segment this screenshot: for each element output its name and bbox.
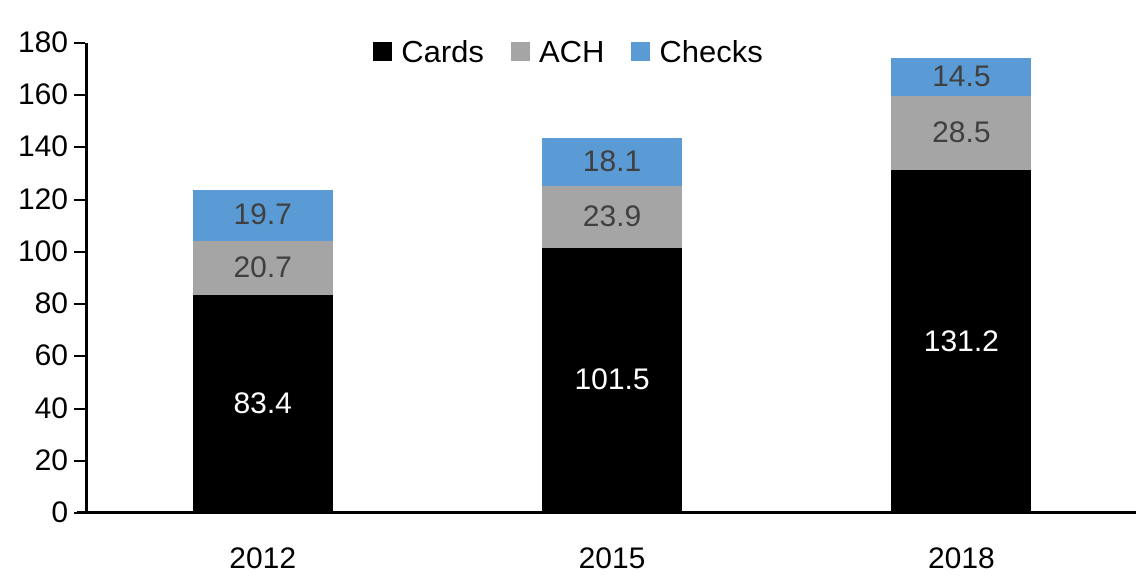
y-tick-label: 40 xyxy=(34,391,68,425)
bar-segment-2015-checks: 18.1 xyxy=(542,138,682,186)
bar-segment-2015-ach: 23.9 xyxy=(542,185,682,248)
bar-segment-2012-cards: 83.4 xyxy=(192,295,333,513)
y-tick-mark xyxy=(74,407,85,410)
y-tick-mark xyxy=(74,250,85,253)
x-axis-label-2012: 2012 xyxy=(229,542,297,575)
legend-item-ach: ACH xyxy=(510,34,605,69)
y-axis-line xyxy=(85,43,88,513)
y-tick-label: 80 xyxy=(34,287,68,321)
y-tick-mark xyxy=(74,42,85,44)
y-tick-mark xyxy=(74,146,85,149)
bar-segment-value: 101.5 xyxy=(574,363,650,397)
y-tick-mark xyxy=(74,198,85,201)
bar-segment-value: 131.2 xyxy=(923,324,999,358)
bar-segment-value: 20.7 xyxy=(233,251,292,285)
y-tick-label: 180 xyxy=(17,26,68,59)
legend-label: Checks xyxy=(659,34,763,69)
y-tick-label: 100 xyxy=(17,234,68,268)
y-tick-label: 140 xyxy=(17,130,68,164)
bar-segment-2018-ach: 28.5 xyxy=(891,96,1032,171)
y-tick-mark xyxy=(74,355,85,358)
x-axis-line xyxy=(77,511,1136,514)
bar-segment-2012-ach: 20.7 xyxy=(192,241,333,296)
bar-segment-2015-cards: 101.5 xyxy=(542,247,682,513)
y-tick-mark xyxy=(74,94,85,97)
legend-swatch-ach xyxy=(510,42,530,61)
bar-segment-value: 19.7 xyxy=(233,198,292,232)
y-tick-mark xyxy=(74,459,85,462)
legend-item-checks: Checks xyxy=(631,34,763,69)
y-tick-label: 0 xyxy=(51,496,68,529)
bar-segment-value: 23.9 xyxy=(582,199,642,233)
x-axis-label-2018: 2018 xyxy=(927,542,995,575)
legend: Cards ACH Checks xyxy=(0,36,1136,67)
bar-segment-value: 14.5 xyxy=(932,60,991,94)
y-tick-label: 60 xyxy=(34,339,68,373)
y-tick-label: 160 xyxy=(17,78,68,112)
legend-swatch-checks xyxy=(631,42,651,61)
x-axis-label-2015: 2015 xyxy=(578,542,646,575)
bar-segment-value: 83.4 xyxy=(233,387,292,421)
bar-segment-2018-checks: 14.5 xyxy=(891,58,1032,96)
bar-segment-2012-checks: 19.7 xyxy=(192,189,333,242)
legend-label: Cards xyxy=(401,34,484,69)
y-tick-label: 20 xyxy=(34,443,68,477)
bar-segment-2018-cards: 131.2 xyxy=(891,170,1032,513)
bar-segment-value: 28.5 xyxy=(932,116,991,150)
legend-swatch-cards xyxy=(373,42,393,61)
bar-segment-value: 18.1 xyxy=(582,144,642,178)
y-tick-mark xyxy=(74,303,85,306)
legend-label: ACH xyxy=(538,34,605,69)
legend-item-cards: Cards xyxy=(373,36,484,67)
y-tick-label: 120 xyxy=(17,182,68,216)
